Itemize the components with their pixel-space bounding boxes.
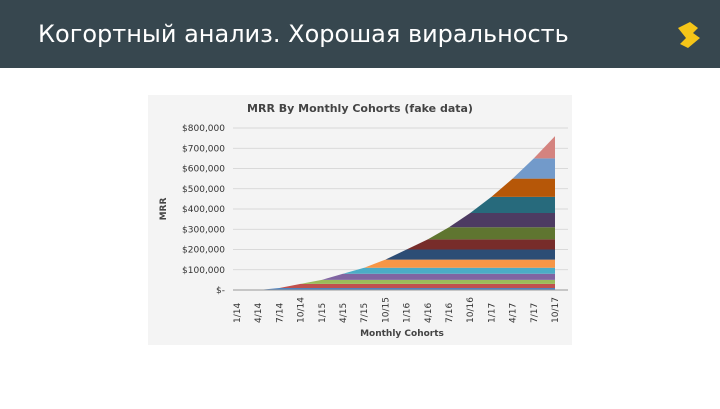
x-tick-label: 7/15 (360, 303, 370, 323)
y-axis-label: MRR (159, 198, 169, 221)
x-tick-label: 1/14 (233, 303, 243, 323)
x-tick-label: 7/16 (445, 303, 455, 323)
logo (678, 22, 700, 48)
x-tick-label: 4/17 (509, 303, 519, 323)
x-tick-label: 4/16 (424, 303, 434, 323)
plot: $- $100,000 $200,000 $300,000 $400,000 $500,0… (182, 124, 568, 323)
y-tick-label: $800,000 (182, 124, 225, 134)
cohort-area (321, 273, 555, 280)
chart-title: MRR By Monthly Cohorts (fake data) (247, 102, 473, 115)
y-tick-label: $100,000 (182, 266, 225, 276)
x-tick-label: 10/14 (297, 297, 307, 323)
x-tick-label: 4/15 (339, 303, 349, 323)
y-tick-label: $500,000 (182, 185, 225, 195)
cohort-area (406, 239, 555, 250)
x-tick-label: 7/17 (530, 303, 540, 323)
x-tick-label: 1/17 (487, 303, 497, 323)
header-bar (0, 0, 720, 68)
cohort-area (449, 213, 555, 228)
x-tick-label: 1/16 (403, 303, 413, 323)
cohort-area (470, 196, 555, 214)
cohort-area (258, 287, 555, 290)
x-axis-label: Monthly Cohorts (360, 329, 444, 339)
x-tick-label: 1/15 (318, 303, 328, 323)
cohort-area (300, 279, 555, 284)
y-tick-label: $700,000 (182, 144, 225, 154)
y-tick-label: $300,000 (182, 225, 225, 235)
cohort-area (533, 136, 555, 159)
slide-title: Когортный анализ. Хорошая виральность (38, 20, 569, 48)
y-tick-label: $200,000 (182, 246, 225, 256)
cohort-area (343, 267, 555, 274)
cohort-area (279, 283, 555, 288)
x-tick-label: 10/17 (551, 297, 561, 323)
cohort-area (364, 259, 555, 268)
cohort-area (427, 227, 555, 240)
y-tick-label: $600,000 (182, 165, 225, 175)
x-tick-label: 10/16 (466, 297, 476, 323)
cohort-area (385, 249, 555, 260)
x-tick-label: 4/14 (254, 303, 264, 323)
x-tick-label: 7/14 (275, 303, 285, 323)
y-tick-label: $- (216, 286, 225, 296)
y-tick-label: $400,000 (182, 205, 225, 215)
x-tick-label: 10/15 (381, 297, 391, 323)
cohort-area (512, 158, 555, 179)
cohort-area (491, 178, 555, 197)
